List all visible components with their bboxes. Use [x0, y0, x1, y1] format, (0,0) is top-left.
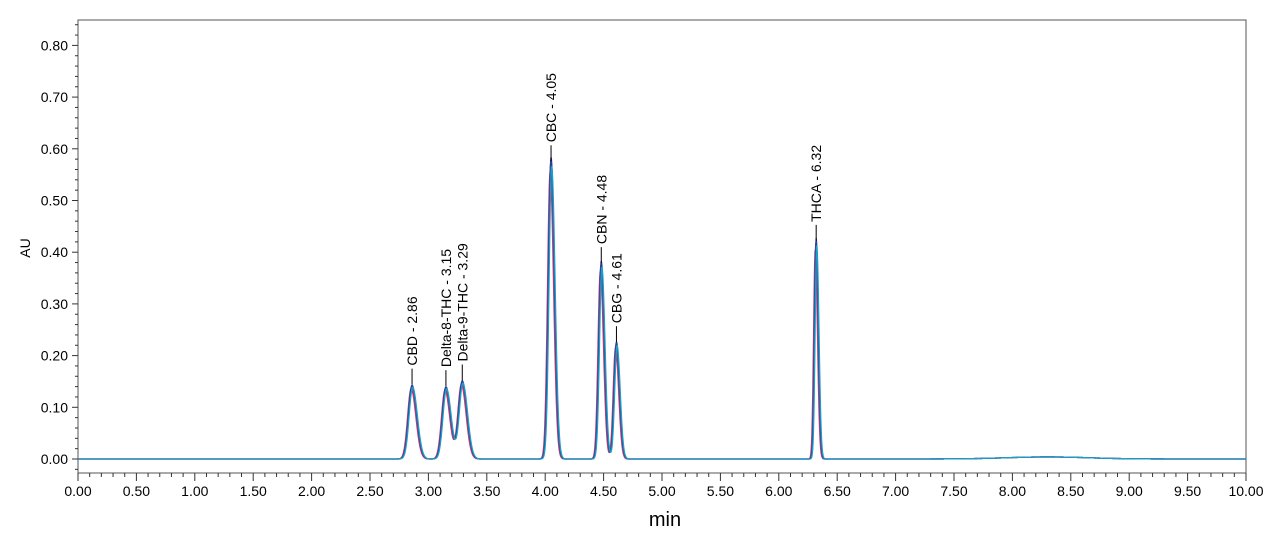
- y-axis-title: AU: [17, 238, 33, 257]
- y-tick-label: 0.50: [41, 193, 68, 209]
- peak-labels: CBD - 2.86 Delta-8-THC - 3.15 Delta-9-THC …: [404, 73, 824, 387]
- peak-label: THCA - 6.32: [808, 145, 824, 222]
- x-tick-label: 1.50: [240, 483, 267, 499]
- x-tick-label: 7.50: [940, 483, 967, 499]
- trace-4: [77, 166, 1247, 460]
- x-tick-label: 8.00: [999, 483, 1026, 499]
- trace-1: [77, 171, 1247, 460]
- y-tick-label: 0.20: [41, 348, 68, 364]
- peak-label: CBD - 2.86: [404, 296, 420, 365]
- x-tick-label: 5.00: [648, 483, 675, 499]
- peak-label: CBN - 4.48: [593, 175, 609, 244]
- y-tick-label: 0.80: [41, 37, 68, 53]
- peak-label: CBG - 4.61: [608, 253, 624, 323]
- x-tick-label: 6.00: [765, 483, 792, 499]
- x-tick-label: 3.50: [473, 483, 500, 499]
- y-tick-label: 0.40: [41, 244, 68, 260]
- x-tick-label: 2.00: [298, 483, 325, 499]
- x-tick-label: 1.00: [181, 483, 208, 499]
- x-tick-label: 9.50: [1174, 483, 1201, 499]
- peak-label: Delta-9-THC - 3.29: [454, 243, 470, 361]
- x-tick-label: 0.00: [64, 483, 91, 499]
- chromatogram-traces: [77, 156, 1247, 460]
- x-tick-label: 8.50: [1057, 483, 1084, 499]
- y-tick-label: 0.60: [41, 141, 68, 157]
- y-tick-label: 0.00: [41, 451, 68, 467]
- x-tick-label: 9.00: [1116, 483, 1143, 499]
- trace-3: [77, 156, 1247, 460]
- x-tick-label: 0.50: [123, 483, 150, 499]
- x-tick-label: 4.50: [590, 483, 617, 499]
- x-tick-label: 6.50: [824, 483, 851, 499]
- x-axis: 0.00 0.50 1.00 1.50 2.00 2.50 3.00 3.50 4.00 4.50…: [64, 473, 1264, 499]
- trace-2: [77, 162, 1247, 460]
- x-axis-title: min: [649, 509, 681, 531]
- x-tick-label: 5.50: [707, 483, 734, 499]
- x-tick-label: 7.00: [882, 483, 909, 499]
- y-tick-label: 0.70: [41, 89, 68, 105]
- y-tick-label: 0.30: [41, 296, 68, 312]
- peak-label: Delta-8-THC - 3.15: [438, 249, 454, 367]
- plot-frame: [77, 19, 1247, 474]
- x-tick-label: 4.00: [532, 483, 559, 499]
- x-tick-label: 10.00: [1228, 483, 1263, 499]
- y-axis: 0.00 0.10 0.20 0.30 0.40 0.50 0.60 0.70 0.80: [41, 24, 78, 470]
- x-tick-label: 3.00: [415, 483, 442, 499]
- peak-label: CBC - 4.05: [543, 73, 559, 142]
- y-tick-label: 0.10: [41, 399, 68, 415]
- x-tick-label: 2.50: [356, 483, 383, 499]
